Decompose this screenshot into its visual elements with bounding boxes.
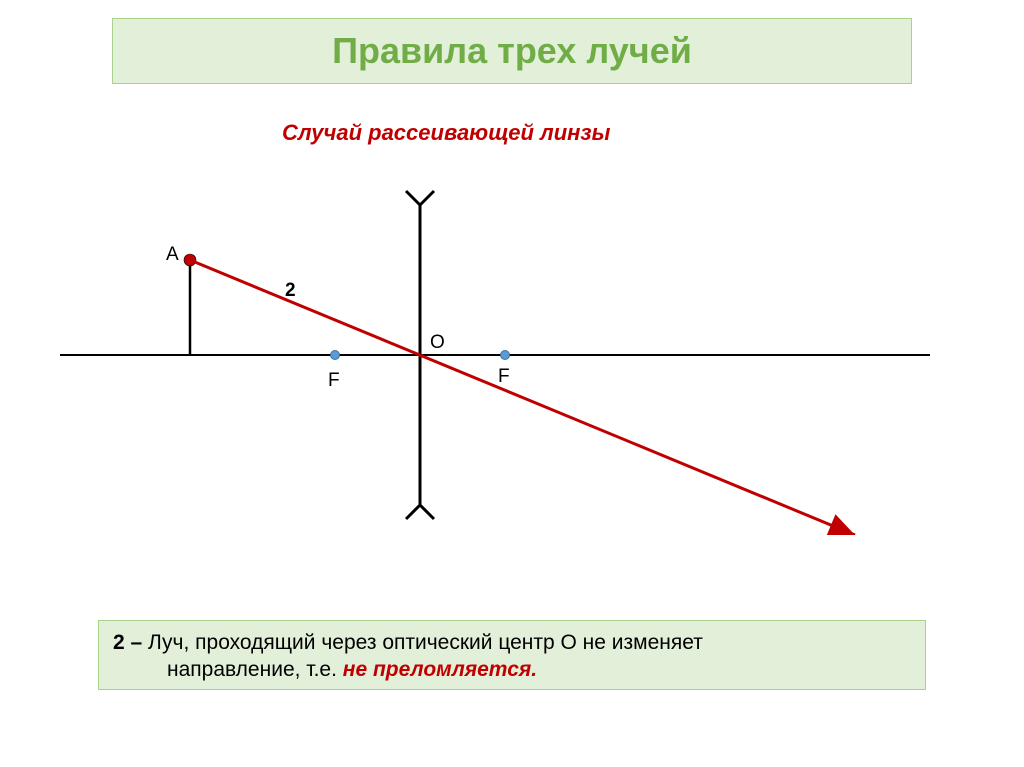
svg-text:F: F — [328, 370, 340, 391]
caption-line-1: 2 – Луч, проходящий через оптический цен… — [113, 629, 911, 656]
caption-line-2: направление, т.е. не преломляется. — [113, 656, 911, 683]
svg-text:A: A — [166, 244, 179, 265]
caption-prefix: 2 – — [113, 631, 148, 654]
svg-text:2: 2 — [285, 280, 296, 301]
svg-text:O: O — [430, 332, 445, 353]
slide-subtitle: Случай рассеивающей линзы — [282, 120, 610, 146]
caption-line2-prefix: направление, т.е. — [167, 658, 343, 681]
caption-line1-rest: Луч, проходящий через оптический центр О… — [148, 631, 703, 654]
svg-text:F: F — [498, 366, 510, 387]
caption-emphasis: не преломляется. — [343, 658, 537, 681]
slide-title-text: Правила трех лучей — [332, 30, 692, 72]
slide-title-box: Правила трех лучей — [112, 18, 912, 84]
lens-diagram: A 2 O F F — [60, 165, 930, 535]
caption-box: 2 – Луч, проходящий через оптический цен… — [98, 620, 926, 690]
